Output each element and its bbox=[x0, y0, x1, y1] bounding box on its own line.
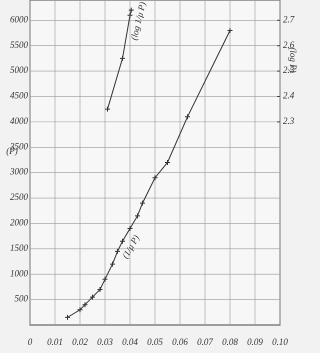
point-marker bbox=[120, 55, 125, 61]
point-marker bbox=[97, 286, 103, 292]
x-tick-label: 0.07 bbox=[197, 337, 213, 347]
point-marker bbox=[120, 238, 125, 244]
y2-tick-label: 2.5 bbox=[283, 65, 295, 75]
x-tick-label: 0.06 bbox=[172, 337, 188, 347]
x-tick-label: 0.02 bbox=[72, 337, 88, 347]
series-line bbox=[67, 30, 231, 318]
point-marker bbox=[227, 27, 233, 33]
y-tick-label: 4000 bbox=[10, 116, 29, 126]
point-marker bbox=[65, 314, 70, 320]
point-marker bbox=[110, 261, 115, 267]
point-marker bbox=[77, 307, 83, 313]
x-tick-label: 0.08 bbox=[222, 337, 238, 347]
y2-tick-label: 2.4 bbox=[283, 91, 295, 101]
y2-tick-label: 2.7 bbox=[283, 14, 295, 24]
series-line bbox=[107, 10, 132, 110]
y-tick-label: 3000 bbox=[9, 167, 29, 177]
x-tick-label: 0.10 bbox=[272, 337, 288, 347]
point-marker bbox=[185, 114, 190, 120]
y-tick-label: 5000 bbox=[10, 65, 29, 75]
x-tick-label: 0.04 bbox=[122, 337, 138, 347]
chart: (P) (log P) 0 0.01 0.02 0.03 0.04 0.05 0.06 0.0… bbox=[6, 0, 298, 347]
y-axis-label: (P) bbox=[6, 146, 18, 156]
x-tick-label: 0.05 bbox=[147, 337, 163, 347]
y-tick-label: 1500 bbox=[10, 243, 29, 253]
y-tick-label: 1000 bbox=[10, 268, 29, 278]
point-marker bbox=[105, 106, 110, 112]
point-marker bbox=[165, 160, 170, 165]
y2-tick-label: 2.3 bbox=[283, 116, 295, 126]
y-tick-label: 3500 bbox=[9, 141, 29, 151]
point-marker bbox=[128, 7, 134, 13]
point-marker bbox=[102, 276, 108, 282]
point-marker bbox=[115, 248, 120, 254]
point-marker bbox=[135, 213, 140, 219]
point-marker bbox=[127, 12, 133, 18]
y-tick-label: 500 bbox=[15, 294, 29, 304]
point-marker bbox=[152, 175, 158, 181]
point-marker bbox=[140, 200, 145, 206]
y2-axis-label: (log P) bbox=[288, 47, 298, 72]
x-tick-label: 0.03 bbox=[97, 337, 113, 347]
y-tick-label: 4500 bbox=[10, 91, 29, 101]
point-marker bbox=[90, 294, 95, 300]
y-tick-label: 2500 bbox=[10, 192, 29, 202]
point-marker bbox=[127, 226, 133, 232]
x-tick-label: 0.09 bbox=[247, 337, 263, 347]
y-tick-label: 2000 bbox=[10, 218, 29, 228]
x-tick-label: 0.01 bbox=[47, 337, 63, 347]
y-tick-label: 6000 bbox=[10, 14, 29, 24]
y2-tick-label: 2.6 bbox=[283, 40, 295, 50]
y-tick-label: 5500 bbox=[10, 40, 29, 50]
x-tick-label: 0 bbox=[28, 337, 33, 347]
point-marker bbox=[82, 302, 88, 308]
